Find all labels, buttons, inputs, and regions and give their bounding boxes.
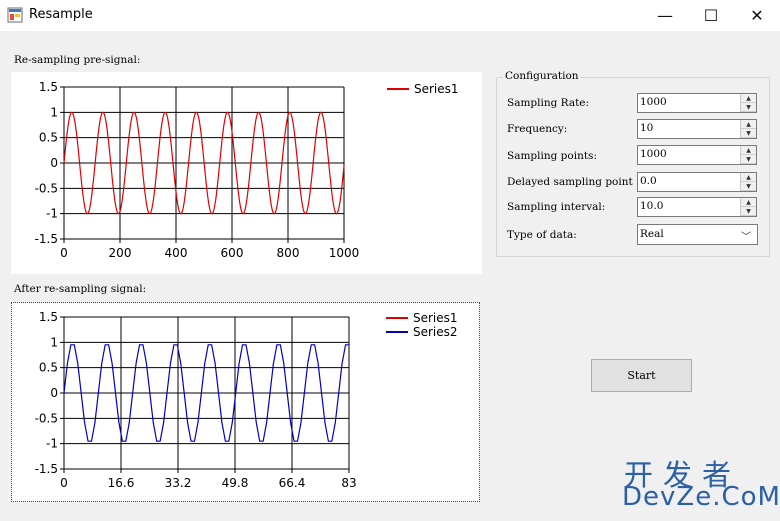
app-icon <box>7 7 23 23</box>
post-signal-chart[interactable]: 0 16.6 33.2 49.8 66.4 83 1.5 1 0.5 0 -0.5 -1 -1.5 Ser… <box>11 302 480 502</box>
down-arrow-icon[interactable]: ▼ <box>741 182 756 191</box>
close-button[interactable]: ✕ <box>750 6 764 25</box>
watermark-logo: DevZe.CoM <box>622 482 780 512</box>
x-tick-label: 800 <box>277 246 300 260</box>
down-arrow-icon[interactable]: ▼ <box>741 129 756 138</box>
y-tick-label: 0.5 <box>39 131 58 145</box>
legend-label: Series2 <box>413 325 458 339</box>
delayed-sampling-input[interactable]: 0.0 ▲ ▼ <box>637 172 757 192</box>
x-tick-label: 33.2 <box>165 476 192 490</box>
sampling-points-value: 1000 <box>640 148 667 160</box>
maximize-button[interactable]: ☐ <box>703 6 719 25</box>
x-tick-label: 1000 <box>329 246 360 260</box>
watermark-text: 开发者 <box>624 458 742 492</box>
window-title: Resample <box>29 7 93 22</box>
frequency-value: 10 <box>640 122 654 134</box>
y-tick-label: 0 <box>50 386 58 400</box>
legend-label: Series1 <box>413 311 458 325</box>
chevron-down-icon: ﹀ <box>741 232 751 243</box>
delayed-sampling-value: 0.0 <box>640 175 657 187</box>
up-arrow-icon[interactable]: ▲ <box>741 120 756 129</box>
sampling-rate-input[interactable]: 1000 ▲ ▼ <box>637 93 757 113</box>
configuration-group <box>496 77 770 257</box>
up-arrow-icon[interactable]: ▲ <box>741 173 756 182</box>
x-tick-label: 83 <box>341 476 356 490</box>
data-type-value: Real <box>640 228 664 240</box>
down-arrow-icon[interactable]: ▼ <box>741 103 756 112</box>
sampling-interval-input[interactable]: 10.0 ▲ ▼ <box>637 197 757 217</box>
series-line-2 <box>63 344 349 442</box>
x-tick-label: 49.8 <box>222 476 249 490</box>
data-type-label: Type of data: <box>507 229 577 241</box>
x-tick-label: 200 <box>109 246 132 260</box>
y-tick-label: 1.5 <box>39 310 58 324</box>
sampling-interval-value: 10.0 <box>640 200 664 212</box>
y-tick-label: 1 <box>50 335 58 349</box>
x-tick-label: 600 <box>221 246 244 260</box>
y-tick-label: -1.5 <box>35 232 58 246</box>
y-tick-label: 1 <box>50 105 58 119</box>
delayed-sampling-label: Delayed sampling point <box>507 176 633 188</box>
y-tick-label: 0 <box>50 156 58 170</box>
x-tick-label: 400 <box>165 246 188 260</box>
up-arrow-icon[interactable]: ▲ <box>741 198 756 207</box>
up-arrow-icon[interactable]: ▲ <box>741 146 756 155</box>
pre-signal-chart-svg: 0 200 400 600 800 1000 1.5 1 0.5 0 -0.5 -1 -1.5 Serie… <box>35 80 459 260</box>
x-tick-label: 66.4 <box>279 476 306 490</box>
x-tick-label: 0 <box>60 476 68 490</box>
post-signal-label: After re-sampling signal: <box>14 283 147 295</box>
y-tick-label: -1 <box>46 207 58 221</box>
y-tick-label: 0.5 <box>39 361 58 375</box>
legend-label: Series1 <box>414 82 459 96</box>
title-bar: Resample — ☐ ✕ <box>0 0 780 31</box>
y-tick-label: 1.5 <box>39 80 58 94</box>
sampling-rate-label: Sampling Rate: <box>507 97 590 109</box>
y-tick-label: -1 <box>46 437 58 451</box>
data-type-select[interactable]: Real ﹀ <box>637 224 758 245</box>
sampling-interval-label: Sampling interval: <box>507 201 606 213</box>
series-line-1 <box>63 111 345 215</box>
y-tick-label: -0.5 <box>35 181 58 195</box>
y-tick-label: -1.5 <box>35 462 58 476</box>
up-arrow-icon[interactable]: ▲ <box>741 94 756 103</box>
minimize-button[interactable]: — <box>657 6 673 25</box>
post-signal-chart-svg: 0 16.6 33.2 49.8 66.4 83 1.5 1 0.5 0 -0.5 -1 -1.5 Ser… <box>35 310 458 490</box>
down-arrow-icon[interactable]: ▼ <box>741 207 756 216</box>
frequency-input[interactable]: 10 ▲ ▼ <box>637 119 757 139</box>
x-tick-label: 16.6 <box>108 476 135 490</box>
sampling-points-label: Sampling points: <box>507 150 597 162</box>
pre-signal-label: Re-sampling pre-signal: <box>14 54 141 66</box>
sampling-rate-value: 1000 <box>640 96 667 108</box>
y-tick-label: -0.5 <box>35 411 58 425</box>
down-arrow-icon[interactable]: ▼ <box>741 155 756 164</box>
x-tick-label: 0 <box>60 246 68 260</box>
frequency-label: Frequency: <box>507 123 568 135</box>
start-button[interactable]: Start <box>591 359 692 392</box>
configuration-group-title: Configuration <box>503 70 581 82</box>
pre-signal-chart[interactable]: 0 200 400 600 800 1000 1.5 1 0.5 0 -0.5 -1 -1.5 Serie… <box>11 72 482 274</box>
sampling-points-input[interactable]: 1000 ▲ ▼ <box>637 145 757 165</box>
